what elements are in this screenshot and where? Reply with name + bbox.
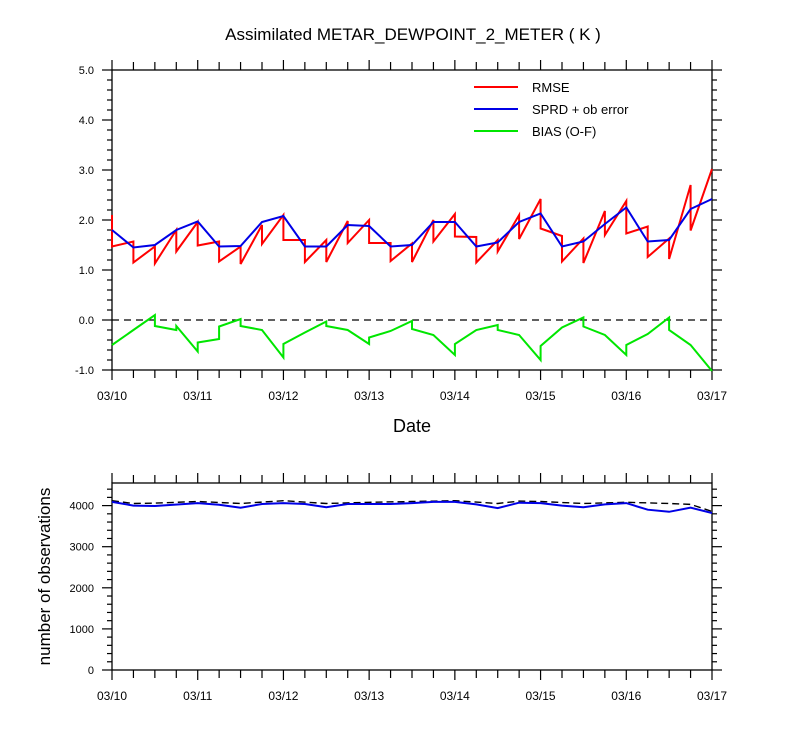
y-axis-label: number of observations xyxy=(35,488,54,666)
x-tick-label: 03/17 xyxy=(697,689,727,703)
series-line-sprd-ob-error xyxy=(111,198,713,249)
y-tick-label: 2.0 xyxy=(79,215,94,227)
x-tick-label: 03/11 xyxy=(183,389,212,403)
x-tick-label: 03/16 xyxy=(611,689,641,703)
y-tick-label: 4000 xyxy=(70,501,94,513)
x-tick-label: 03/15 xyxy=(526,689,556,703)
bottom-chart-observation-count: 03/10 03/11 03/12 03/13 03/14 03/15 03/16 03/17… xyxy=(35,473,727,703)
legend-label: BIAS (O-F) xyxy=(532,124,596,139)
x-tick-label: 03/12 xyxy=(268,689,298,703)
x-tick-label: 03/14 xyxy=(440,689,470,703)
x-tick-label: 03/13 xyxy=(354,689,384,703)
chart-title: Assimilated METAR_DEWPOINT_2_METER ( K ) xyxy=(225,25,601,44)
x-tick-label: 03/11 xyxy=(183,689,212,703)
legend: RMSE SPRD + ob error BIAS (O-F) xyxy=(474,80,629,139)
y-tick-label: 2000 xyxy=(70,583,94,595)
series-line-bias-o-f xyxy=(111,313,713,372)
y-tick-label: 3.0 xyxy=(79,165,94,177)
y-tick-label: -1.0 xyxy=(75,365,94,377)
top-chart-dewpoint-stats: 03/10 03/11 03/12 03/13 03/14 03/15 03/16 03/17… xyxy=(75,60,727,436)
y-tick-label: 3000 xyxy=(70,542,94,554)
y-tick-label: 0.0 xyxy=(79,315,94,327)
y-tick-label: 1.0 xyxy=(79,265,94,277)
legend-label: SPRD + ob error xyxy=(532,102,629,117)
x-tick-label: 03/15 xyxy=(526,389,556,403)
x-tick-label: 03/10 xyxy=(97,689,127,703)
x-tick-label: 03/13 xyxy=(354,389,384,403)
axis-ticks xyxy=(102,60,722,380)
x-tick-label: 03/17 xyxy=(697,389,727,403)
x-tick-label: 03/12 xyxy=(268,389,298,403)
plot-frame xyxy=(111,482,713,671)
legend-label: RMSE xyxy=(532,80,570,95)
x-tick-label: 03/14 xyxy=(440,389,470,403)
y-tick-label: 5.0 xyxy=(79,65,94,77)
x-tick-label: 03/16 xyxy=(611,389,641,403)
series-line-rmse xyxy=(111,168,713,267)
x-axis-label: Date xyxy=(393,416,431,436)
x-tick-label: 03/10 xyxy=(97,389,127,403)
y-tick-label: 1000 xyxy=(70,624,94,636)
y-tick-label: 0 xyxy=(88,665,94,677)
series-line-used-count xyxy=(111,500,713,514)
axis-ticks xyxy=(102,473,722,680)
y-tick-label: 4.0 xyxy=(79,115,94,127)
